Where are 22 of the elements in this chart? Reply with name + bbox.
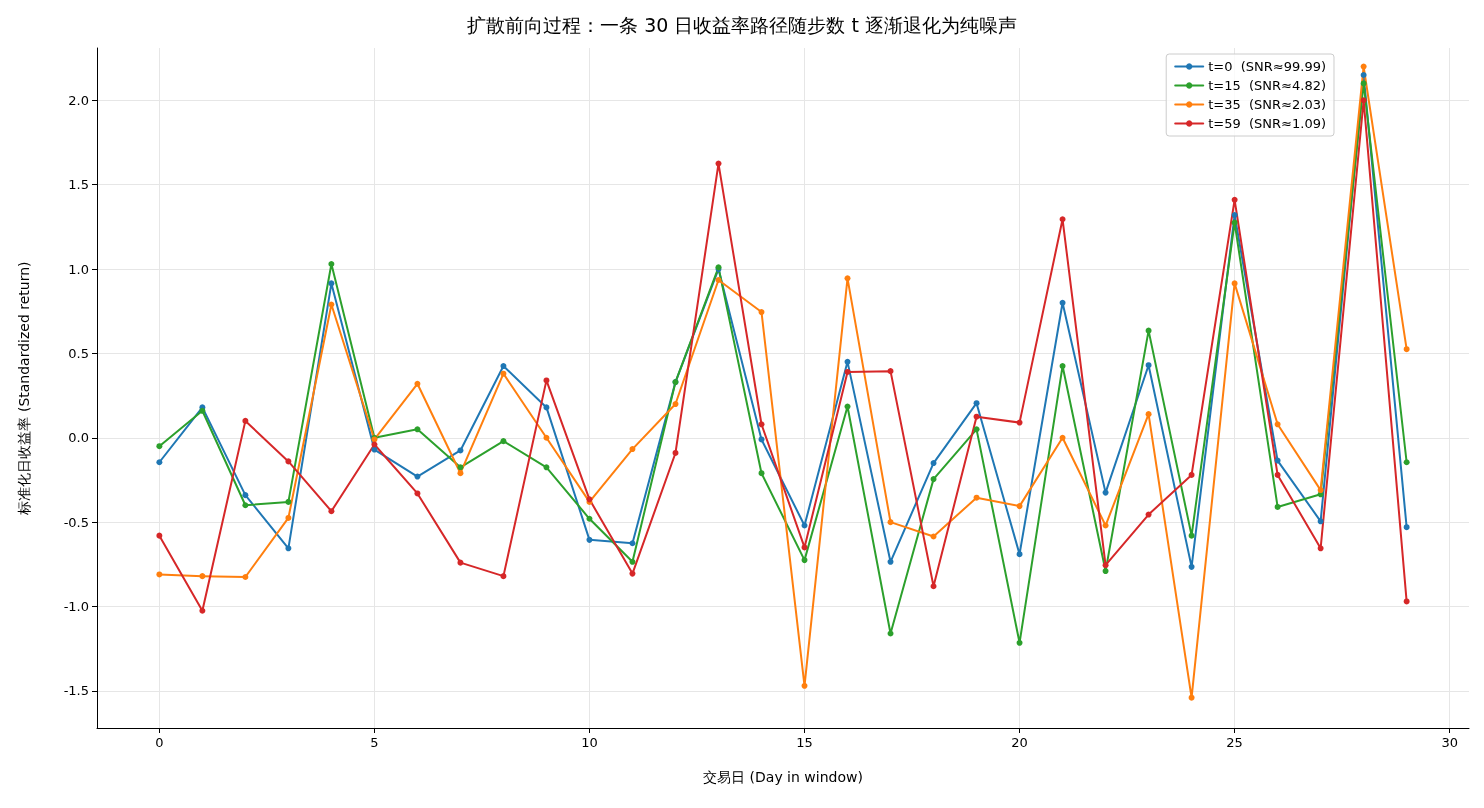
x-tick-label: 5 <box>370 735 379 750</box>
legend-label: t=15 (SNR≈4.82) <box>1208 78 1327 93</box>
y-tick-label: -0.5 <box>63 514 89 530</box>
legend-label: t=59 (SNR≈1.09) <box>1208 116 1327 131</box>
x-axis-title: 交易日 (Day in window) <box>703 769 863 785</box>
x-tick-label: 20 <box>1011 735 1028 750</box>
y-tick-label: 1.0 <box>68 261 89 277</box>
y-tick-label: 0.5 <box>68 345 89 361</box>
x-tick-label: 25 <box>1226 735 1243 750</box>
y-tick-label: -1.0 <box>63 599 89 615</box>
x-tick-label: 30 <box>1441 735 1458 750</box>
legend-label: t=35 (SNR≈2.03) <box>1208 97 1327 112</box>
y-tick-label: 1.5 <box>68 177 89 193</box>
x-tick-label: 0 <box>155 735 164 750</box>
y-axis-title: 标准化日收益率 (Standardized return) <box>16 261 32 516</box>
chart-title: 扩散前向过程：一条 30 日收益率路径随步数 t 逐渐退化为纯噪声 <box>467 13 1017 36</box>
y-tick-label: 0.0 <box>68 430 89 446</box>
y-tick-label: -1.5 <box>63 683 89 699</box>
x-tick-label: 10 <box>581 735 598 750</box>
y-tick-label: 2.0 <box>68 92 89 108</box>
x-tick-label: 15 <box>796 735 813 750</box>
legend-label: t=0 (SNR≈99.99) <box>1208 59 1327 74</box>
